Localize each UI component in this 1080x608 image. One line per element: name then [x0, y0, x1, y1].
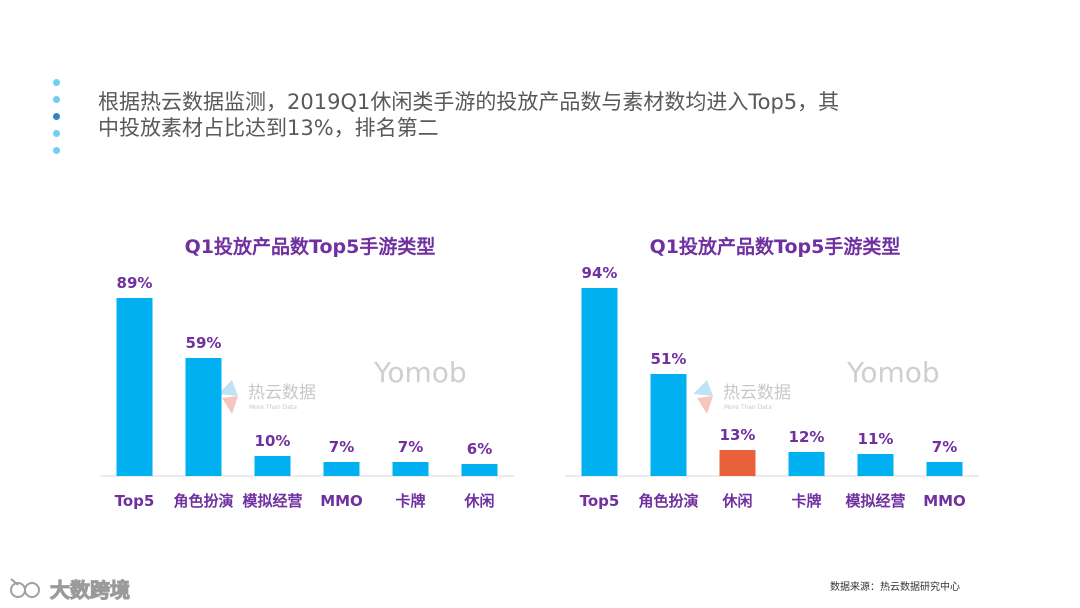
category-label: 卡牌	[791, 492, 821, 510]
category-label: Top5	[115, 492, 155, 510]
bullet-dot	[53, 130, 60, 137]
category-label: MMO	[320, 492, 363, 510]
bar-value-label: 12%	[789, 428, 825, 446]
bar-value-label: 59%	[186, 334, 222, 352]
chart-title: Q1投放产品数Top5手游类型	[649, 236, 901, 258]
yomob-watermark: Yomob	[373, 356, 467, 389]
category-label: 角色扮演	[638, 492, 698, 510]
category-label: 模拟经营	[242, 492, 302, 510]
category-label: 休闲	[721, 492, 752, 510]
brand-watermark: 大数跨境	[8, 570, 131, 606]
bar-value-label: 11%	[858, 430, 894, 448]
category-label: 卡牌	[395, 492, 425, 510]
bar-value-label: 94%	[582, 264, 618, 282]
bar-value-label: 10%	[255, 432, 291, 450]
bar	[719, 450, 756, 476]
bar-value-label: 89%	[117, 274, 153, 292]
reyun-watermark: 热云数据 More Than Data	[218, 380, 316, 414]
bar-value-label: 7%	[329, 438, 354, 456]
bar	[254, 456, 291, 476]
chart-products-svg: 热云数据 More Than Data Yomob 89% Top5 59% 角色扮演…	[100, 274, 514, 510]
yomob-watermark: Yomob	[846, 356, 940, 389]
source-note: 数据来源：热云数据研究中心	[830, 582, 960, 593]
brand-text: 大数跨境	[50, 577, 131, 602]
bullet-dot	[53, 79, 60, 86]
bar-value-label: 7%	[398, 438, 423, 456]
bullet-dot	[53, 113, 60, 120]
bar-value-label: 6%	[467, 440, 492, 458]
bullet-dots	[53, 79, 63, 164]
chart-title: Q1投放产品数Top5手游类型	[184, 236, 436, 258]
reyun-logo-icon	[218, 380, 238, 396]
category-label: MMO	[923, 492, 966, 510]
reyun-watermark-cn: 热云数据	[723, 383, 791, 403]
reyun-watermark: 热云数据 More Than Data	[693, 380, 791, 414]
bar	[116, 298, 153, 476]
bar	[857, 454, 894, 476]
category-label: 模拟经营	[845, 492, 905, 510]
bar	[581, 288, 618, 476]
bar	[392, 462, 429, 476]
bar	[461, 464, 498, 476]
reyun-watermark-en: More Than Data	[249, 404, 297, 411]
bullet-dot	[53, 147, 60, 154]
chart-materials: 热云数据 More Than Data Yomob 94% Top5 51% 角色扮演…	[565, 230, 985, 520]
bar-value-label: 7%	[932, 438, 957, 456]
bar	[185, 358, 222, 476]
headline-text: 根据热云数据监测，2019Q1休闲类手游的投放产品数与素材数均进入Top5，其中…	[98, 90, 840, 140]
bullet-dot	[53, 96, 60, 103]
bar-value-label: 13%	[720, 426, 756, 444]
reyun-logo-icon	[693, 380, 713, 396]
bar-value-label: 51%	[651, 350, 687, 368]
chart-materials-svg: 热云数据 More Than Data Yomob 94% Top5 51% 角色扮演…	[565, 264, 979, 510]
reyun-logo-shard	[222, 396, 238, 414]
reyun-watermark-en: More Than Data	[724, 404, 772, 411]
bar	[650, 374, 687, 476]
bar	[323, 462, 360, 476]
category-label: 角色扮演	[173, 492, 233, 510]
category-label: Top5	[580, 492, 620, 510]
bar	[788, 452, 825, 476]
reyun-watermark-cn: 热云数据	[248, 383, 316, 403]
reyun-logo-shard	[697, 396, 713, 414]
brand-logo-icon	[10, 578, 40, 598]
bar	[926, 462, 963, 476]
chart-products: 热云数据 More Than Data Yomob 89% Top5 59% 角色扮演…	[100, 230, 520, 520]
category-label: 休闲	[463, 492, 494, 510]
